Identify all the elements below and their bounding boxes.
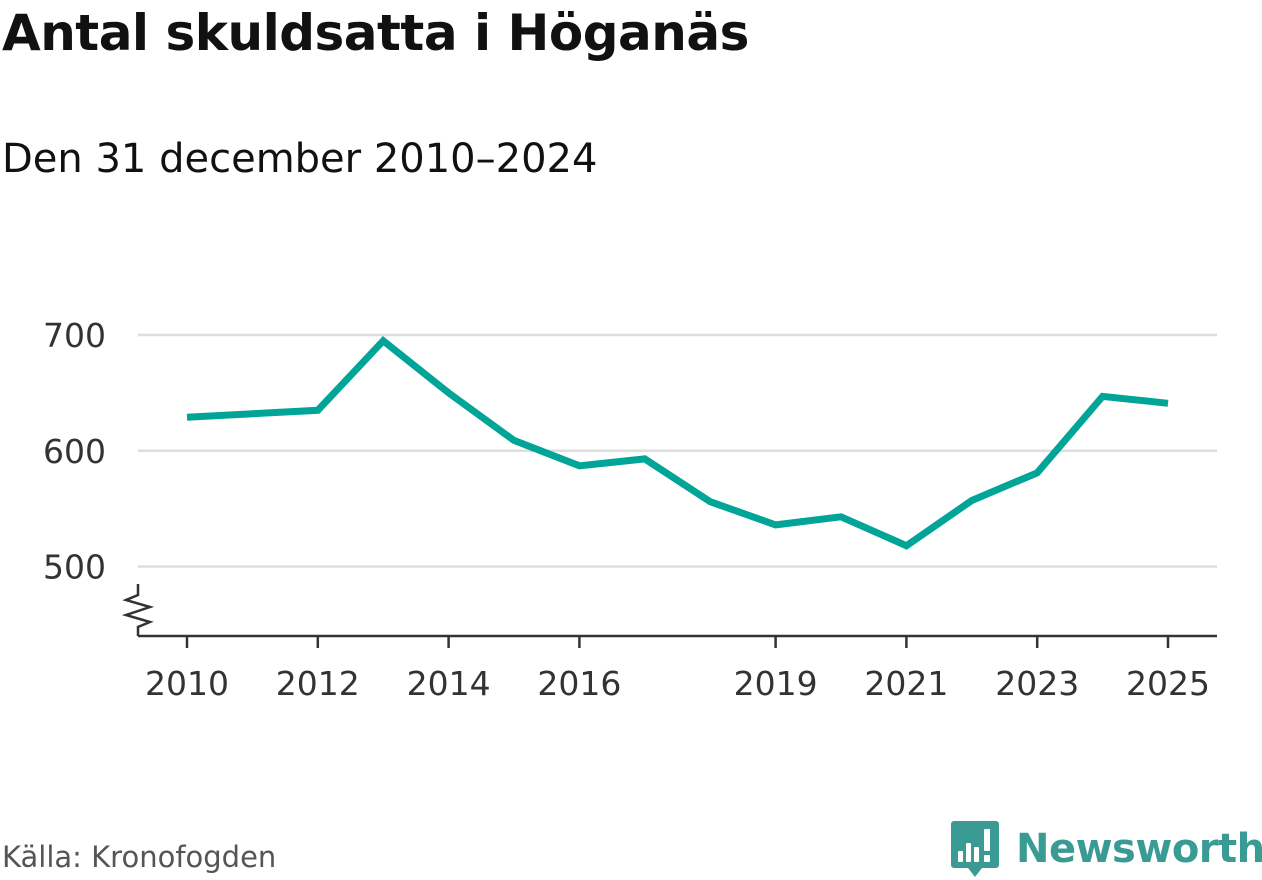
chart-title: Antal skuldsatta i Höganäs [2,4,749,62]
grid-lines [138,333,1217,568]
x-tick-label-2016: 2016 [537,664,621,703]
x-tick-label-2023: 2023 [995,664,1079,703]
y-tick-label-700: 700 [43,316,106,355]
newsworthy-logo-icon [951,821,999,877]
x-tick-label-2019: 2019 [734,664,818,703]
axis-break-icon [121,584,155,636]
y-tick-labels: 500 600 700 [43,316,106,587]
source-note: Källa: Kronofogden [2,840,277,874]
y-tick-label-500: 500 [43,548,106,587]
x-tick-label-2014: 2014 [407,664,491,703]
axis-break-zigzag [121,584,155,636]
x-tick-label-2025: 2025 [1126,664,1210,703]
series-line-0 [186,336,1169,550]
series-lines [186,336,1169,550]
x-tick-label-2021: 2021 [864,664,948,703]
x-tick-label-2012: 2012 [276,664,360,703]
brand-logo: Newsworthy [950,818,1262,880]
y-tick-label-600: 600 [43,432,106,471]
chart-subtitle: Den 31 december 2010–2024 [2,136,598,182]
x-tick-label-2010: 2010 [145,664,229,703]
x-tick-labels: 2010 2012 2014 2016 2019 2021 2023 2025 [145,664,1210,703]
brand-name: Newsworthy [1016,826,1262,872]
x-axis [138,634,1217,648]
